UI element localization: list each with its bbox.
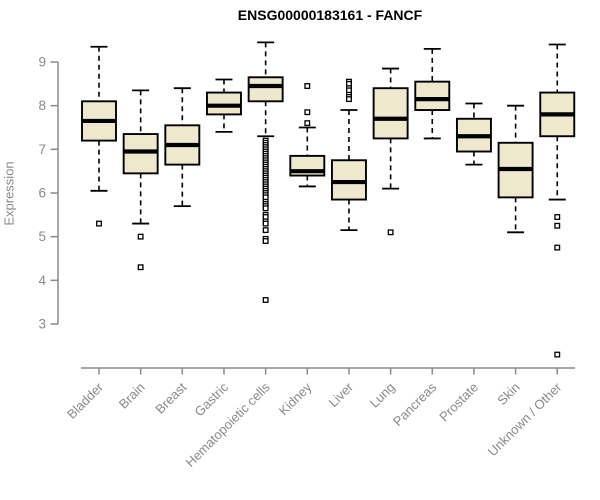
- y-tick-label: 8: [38, 98, 46, 113]
- iqr-box: [372, 87, 409, 140]
- x-tick-label: Pancreas: [390, 379, 440, 429]
- iqr-box: [122, 133, 159, 175]
- outlier-point: [304, 120, 311, 127]
- y-tick-label: 6: [38, 186, 46, 201]
- boxplot-liver: [331, 78, 367, 232]
- chart-title: ENSG00000183161 - FANCF: [237, 7, 423, 23]
- boxplot-brain: [122, 89, 159, 271]
- boxplot-prostate: [455, 102, 492, 166]
- outlier-point: [554, 244, 561, 251]
- iqr-box: [331, 159, 367, 201]
- iqr-box: [247, 76, 284, 103]
- y-axis: 3 4 5 6 7 8 9: [38, 55, 59, 332]
- x-tick-label: Kidney: [276, 379, 315, 418]
- x-tick-label: Breast: [152, 379, 189, 416]
- boxplot-gastric: [206, 78, 242, 133]
- outlier-point: [137, 233, 144, 240]
- outlier-point: [387, 229, 394, 236]
- outlier-point: [554, 222, 561, 229]
- x-tick-label: Gastric: [191, 379, 231, 419]
- x-tick-label: Prostate: [436, 380, 481, 425]
- outlier-point: [262, 238, 269, 244]
- outlier-point: [346, 96, 352, 103]
- x-tick-label: Brain: [116, 380, 148, 412]
- outlier-point: [262, 297, 269, 303]
- x-tick-label: Skin: [494, 380, 522, 408]
- y-tick-label: 5: [38, 229, 46, 244]
- x-tick-label: Liver: [326, 379, 357, 410]
- outlier-point: [96, 220, 102, 227]
- outlier-point: [554, 351, 561, 358]
- boxplot-bladder: [81, 45, 117, 227]
- boxplot-skin: [497, 104, 534, 234]
- y-tick-label: 3: [38, 317, 46, 332]
- outlier-point: [262, 220, 269, 227]
- boxplot-unknown-other: [539, 43, 576, 358]
- outlier-point: [137, 264, 144, 271]
- y-tick-label: 7: [38, 142, 46, 157]
- boxplot-kidney: [289, 83, 326, 188]
- boxplot-pancreas: [414, 47, 451, 140]
- iqr-box: [414, 80, 451, 111]
- outlier-point: [262, 205, 269, 212]
- iqr-box: [206, 91, 242, 116]
- outlier-point: [262, 227, 269, 234]
- boxplot-breast: [164, 87, 201, 208]
- outlier-point: [554, 214, 561, 220]
- outlier-point: [304, 83, 311, 89]
- y-tick-label: 9: [38, 55, 46, 70]
- x-tick-label: Bladder: [64, 379, 107, 422]
- boxplot-lung: [372, 67, 409, 236]
- y-tick-label: 4: [38, 273, 46, 288]
- x-tick-label: Lung: [367, 380, 398, 411]
- outlier-point: [304, 109, 311, 116]
- boxplot-hematopoietic-cells: [247, 41, 284, 303]
- x-tick-label: Unknown / Other: [485, 379, 565, 459]
